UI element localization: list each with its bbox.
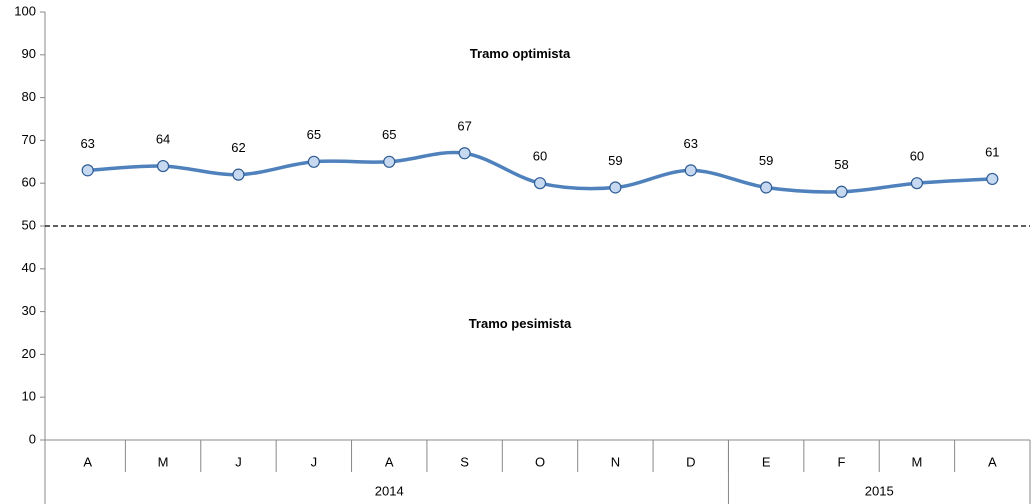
x-tick-label: M: [158, 454, 169, 469]
x-tick-label: A: [988, 454, 997, 469]
x-tick-label: O: [535, 454, 545, 469]
data-point: [910, 177, 924, 190]
data-label: 62: [231, 140, 245, 155]
group-label: 2015: [865, 483, 894, 498]
data-point: [383, 155, 396, 168]
y-tick-label: 20: [22, 346, 36, 361]
data-point: [760, 181, 773, 194]
data-label: 59: [759, 153, 773, 168]
x-tick-label: E: [762, 454, 771, 469]
x-tick-label: J: [235, 454, 242, 469]
data-point: [986, 172, 999, 186]
x-tick-label: M: [912, 454, 923, 469]
y-tick-label: 30: [22, 303, 36, 318]
x-tick-label: D: [686, 454, 695, 469]
x-tick-label: A: [83, 454, 92, 469]
data-label: 65: [382, 127, 396, 142]
data-label: 60: [910, 149, 924, 164]
data-point: [609, 181, 622, 194]
data-point: [835, 185, 848, 198]
y-tick-label: 70: [22, 132, 36, 147]
data-point: [81, 164, 94, 177]
data-point: [533, 177, 547, 190]
y-tick-label: 90: [22, 46, 36, 61]
group-label: 2014: [375, 483, 404, 498]
data-point: [458, 147, 471, 160]
annotation: Tramo pesimista: [469, 316, 572, 331]
y-tick-label: 60: [22, 175, 36, 190]
y-tick-label: 50: [22, 217, 36, 232]
y-tick-label: 40: [22, 260, 36, 275]
y-tick-label: 10: [22, 389, 36, 404]
data-point: [684, 164, 697, 177]
data-label: 59: [608, 153, 622, 168]
data-label: 63: [80, 136, 94, 151]
data-label: 63: [684, 136, 698, 151]
data-label: 67: [457, 119, 471, 134]
annotation: Tramo optimista: [470, 46, 571, 61]
x-tick-label: F: [838, 454, 846, 469]
data-point: [307, 155, 320, 168]
data-label: 65: [307, 127, 321, 142]
x-tick-label: S: [460, 454, 469, 469]
data-label: 61: [985, 144, 999, 159]
y-tick-label: 80: [22, 89, 36, 104]
x-tick-label: J: [311, 454, 318, 469]
x-tick-label: A: [385, 454, 394, 469]
y-tick-label: 100: [14, 3, 36, 18]
x-tick-label: N: [611, 454, 620, 469]
data-label: 58: [834, 157, 848, 172]
data-label: 64: [156, 132, 170, 147]
data-point: [232, 168, 245, 181]
data-label: 60: [533, 149, 547, 164]
y-tick-label: 0: [29, 431, 36, 446]
data-point: [156, 159, 170, 173]
